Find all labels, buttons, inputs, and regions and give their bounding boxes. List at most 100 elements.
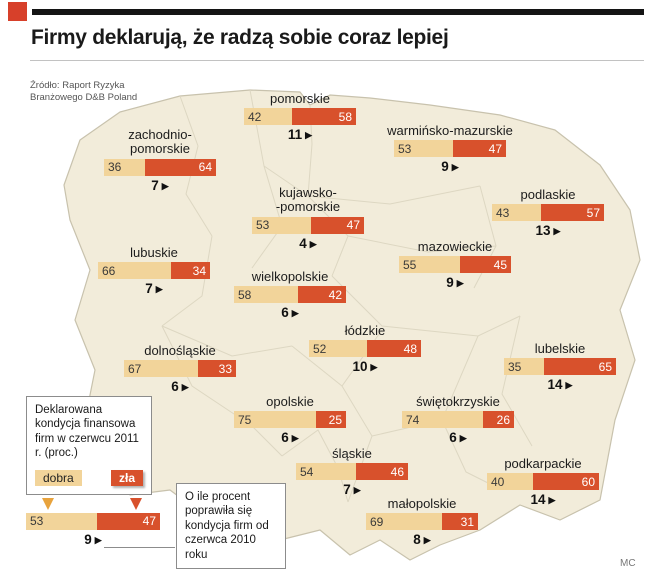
bar-segment-bad: 47 xyxy=(311,216,364,234)
bar-segment-good: 55 xyxy=(399,256,461,274)
bar-segment-bad: 31 xyxy=(441,513,478,531)
region-name: dolnośląskie xyxy=(144,343,216,358)
region-bar: 42 58 xyxy=(244,108,356,126)
value-bad: 60 xyxy=(581,474,595,489)
region-change: 6 ▶ xyxy=(398,430,518,445)
region-kujawsko-pomorskie: kujawsko- -pomorskie 53 47 4 ▶ xyxy=(248,185,368,251)
value-good: 66 xyxy=(102,263,116,278)
region-bar: 43 57 xyxy=(492,204,604,222)
bar-segment-good: 36 xyxy=(104,158,146,176)
region-dolnoslaskie: dolnośląskie 67 33 6 ▶ xyxy=(120,343,240,394)
bar-segment-bad: 45 xyxy=(460,256,511,274)
change-value: 9 xyxy=(84,531,92,547)
title-separator xyxy=(30,60,644,61)
bar-segment-good: 35 xyxy=(504,358,545,376)
bar-segment-good: 43 xyxy=(492,204,541,222)
value-good: 74 xyxy=(406,412,420,427)
change-value: 6 xyxy=(281,430,289,446)
change-value: 10 xyxy=(352,359,368,375)
bar-segment-bad: 58 xyxy=(291,108,356,126)
bar-segment-good: 67 xyxy=(124,360,198,378)
arrow-right-icon: ▶ xyxy=(565,380,573,391)
region-change: 14 ▶ xyxy=(483,492,603,507)
change-value: 7 xyxy=(343,482,351,498)
bar-segment-good: 53 xyxy=(394,140,454,158)
value-bad: 57 xyxy=(586,205,600,220)
value-good: 67 xyxy=(128,361,142,376)
legend: Deklarowana kondycja finansowa firm w cz… xyxy=(26,396,166,547)
region-name: małopolskie xyxy=(387,496,457,511)
region-podkarpackie: podkarpackie 40 60 14 ▶ xyxy=(483,456,603,507)
arrow-right-icon: ▶ xyxy=(423,535,431,546)
value-bad: 33 xyxy=(218,361,232,376)
brand-red-square xyxy=(8,2,27,21)
region-bar: 55 45 xyxy=(399,256,511,274)
change-value: 6 xyxy=(449,430,457,446)
region-change: 7 ▶ xyxy=(94,281,214,296)
value-bad: 45 xyxy=(493,257,507,272)
region-bar: 40 60 xyxy=(487,473,599,491)
region-change: 6 ▶ xyxy=(230,305,350,320)
bar-segment-bad: 47 xyxy=(96,512,160,530)
arrow-right-icon: ▶ xyxy=(94,534,102,545)
arrow-right-icon: ▶ xyxy=(305,130,313,141)
region-name: świętokrzyskie xyxy=(416,394,500,409)
value-bad: 58 xyxy=(338,109,352,124)
change-value: 14 xyxy=(530,492,546,508)
source-note: Źródło: Raport Ryzyka Branżowego D&B Pol… xyxy=(30,80,138,103)
change-value: 14 xyxy=(547,377,563,393)
bar-segment-good: 74 xyxy=(402,411,483,429)
value-bad: 47 xyxy=(488,141,502,156)
change-value: 9 xyxy=(441,159,449,175)
region-change: 6 ▶ xyxy=(120,379,240,394)
change-note-box: O ile procent poprawiła się kondycja fir… xyxy=(176,483,286,569)
bar-segment-bad: 46 xyxy=(356,463,408,481)
bar-segment-bad: 60 xyxy=(532,473,599,491)
region-bar: 75 25 xyxy=(234,411,346,429)
arrow-right-icon: ▶ xyxy=(161,180,169,191)
region-name: pomorskie xyxy=(270,91,330,106)
region-name: łódzkie xyxy=(344,323,386,338)
change-value: 7 xyxy=(145,281,153,297)
value-good: 54 xyxy=(300,464,314,479)
value-good: 75 xyxy=(238,412,252,427)
region-change: 14 ▶ xyxy=(500,377,620,392)
legend-example-change: 9 ▶ xyxy=(26,532,160,547)
value-bad: 64 xyxy=(198,160,212,175)
change-value: 8 xyxy=(413,532,421,548)
value-good: 53 xyxy=(30,514,44,528)
legend-chips: dobra zła xyxy=(35,469,143,486)
value-bad: 31 xyxy=(460,514,474,529)
region-change: 9 ▶ xyxy=(395,275,515,290)
value-good: 35 xyxy=(508,359,522,374)
bar-segment-good: 69 xyxy=(366,513,442,531)
bar-segment-bad: 64 xyxy=(145,158,216,176)
region-name: podlaskie xyxy=(520,187,576,202)
region-bar: 53 47 xyxy=(394,140,506,158)
bar-segment-bad: 25 xyxy=(316,411,346,429)
region-mazowieckie: mazowieckie 55 45 9 ▶ xyxy=(395,239,515,290)
value-good: 55 xyxy=(403,257,417,272)
region-change: 7 ▶ xyxy=(292,482,412,497)
legend-box: Deklarowana kondycja finansowa firm w cz… xyxy=(26,396,152,495)
arrow-right-icon: ▶ xyxy=(459,433,467,444)
bar-segment-bad: 26 xyxy=(482,411,514,429)
arrow-right-icon: ▶ xyxy=(291,308,299,319)
region-bar: 58 42 xyxy=(234,286,346,304)
bar-segment-bad: 47 xyxy=(453,140,506,158)
legend-label-good: dobra xyxy=(35,469,82,486)
change-value: 6 xyxy=(281,305,289,321)
bar-segment-good: 53 xyxy=(252,216,312,234)
value-bad: 46 xyxy=(390,464,404,479)
value-bad: 47 xyxy=(142,514,156,528)
bar-segment-bad: 48 xyxy=(367,340,421,358)
bar-segment-good: 54 xyxy=(296,463,357,481)
region-name: śląskie xyxy=(332,446,372,461)
arrow-right-icon: ▶ xyxy=(181,382,189,393)
region-wielkopolskie: wielkopolskie 58 42 6 ▶ xyxy=(230,269,350,320)
region-change: 13 ▶ xyxy=(488,223,608,238)
value-bad: 26 xyxy=(496,412,510,427)
change-value: 4 xyxy=(299,235,307,251)
region-bar: 35 65 xyxy=(504,358,616,376)
legend-label-bad: zła xyxy=(110,469,143,486)
